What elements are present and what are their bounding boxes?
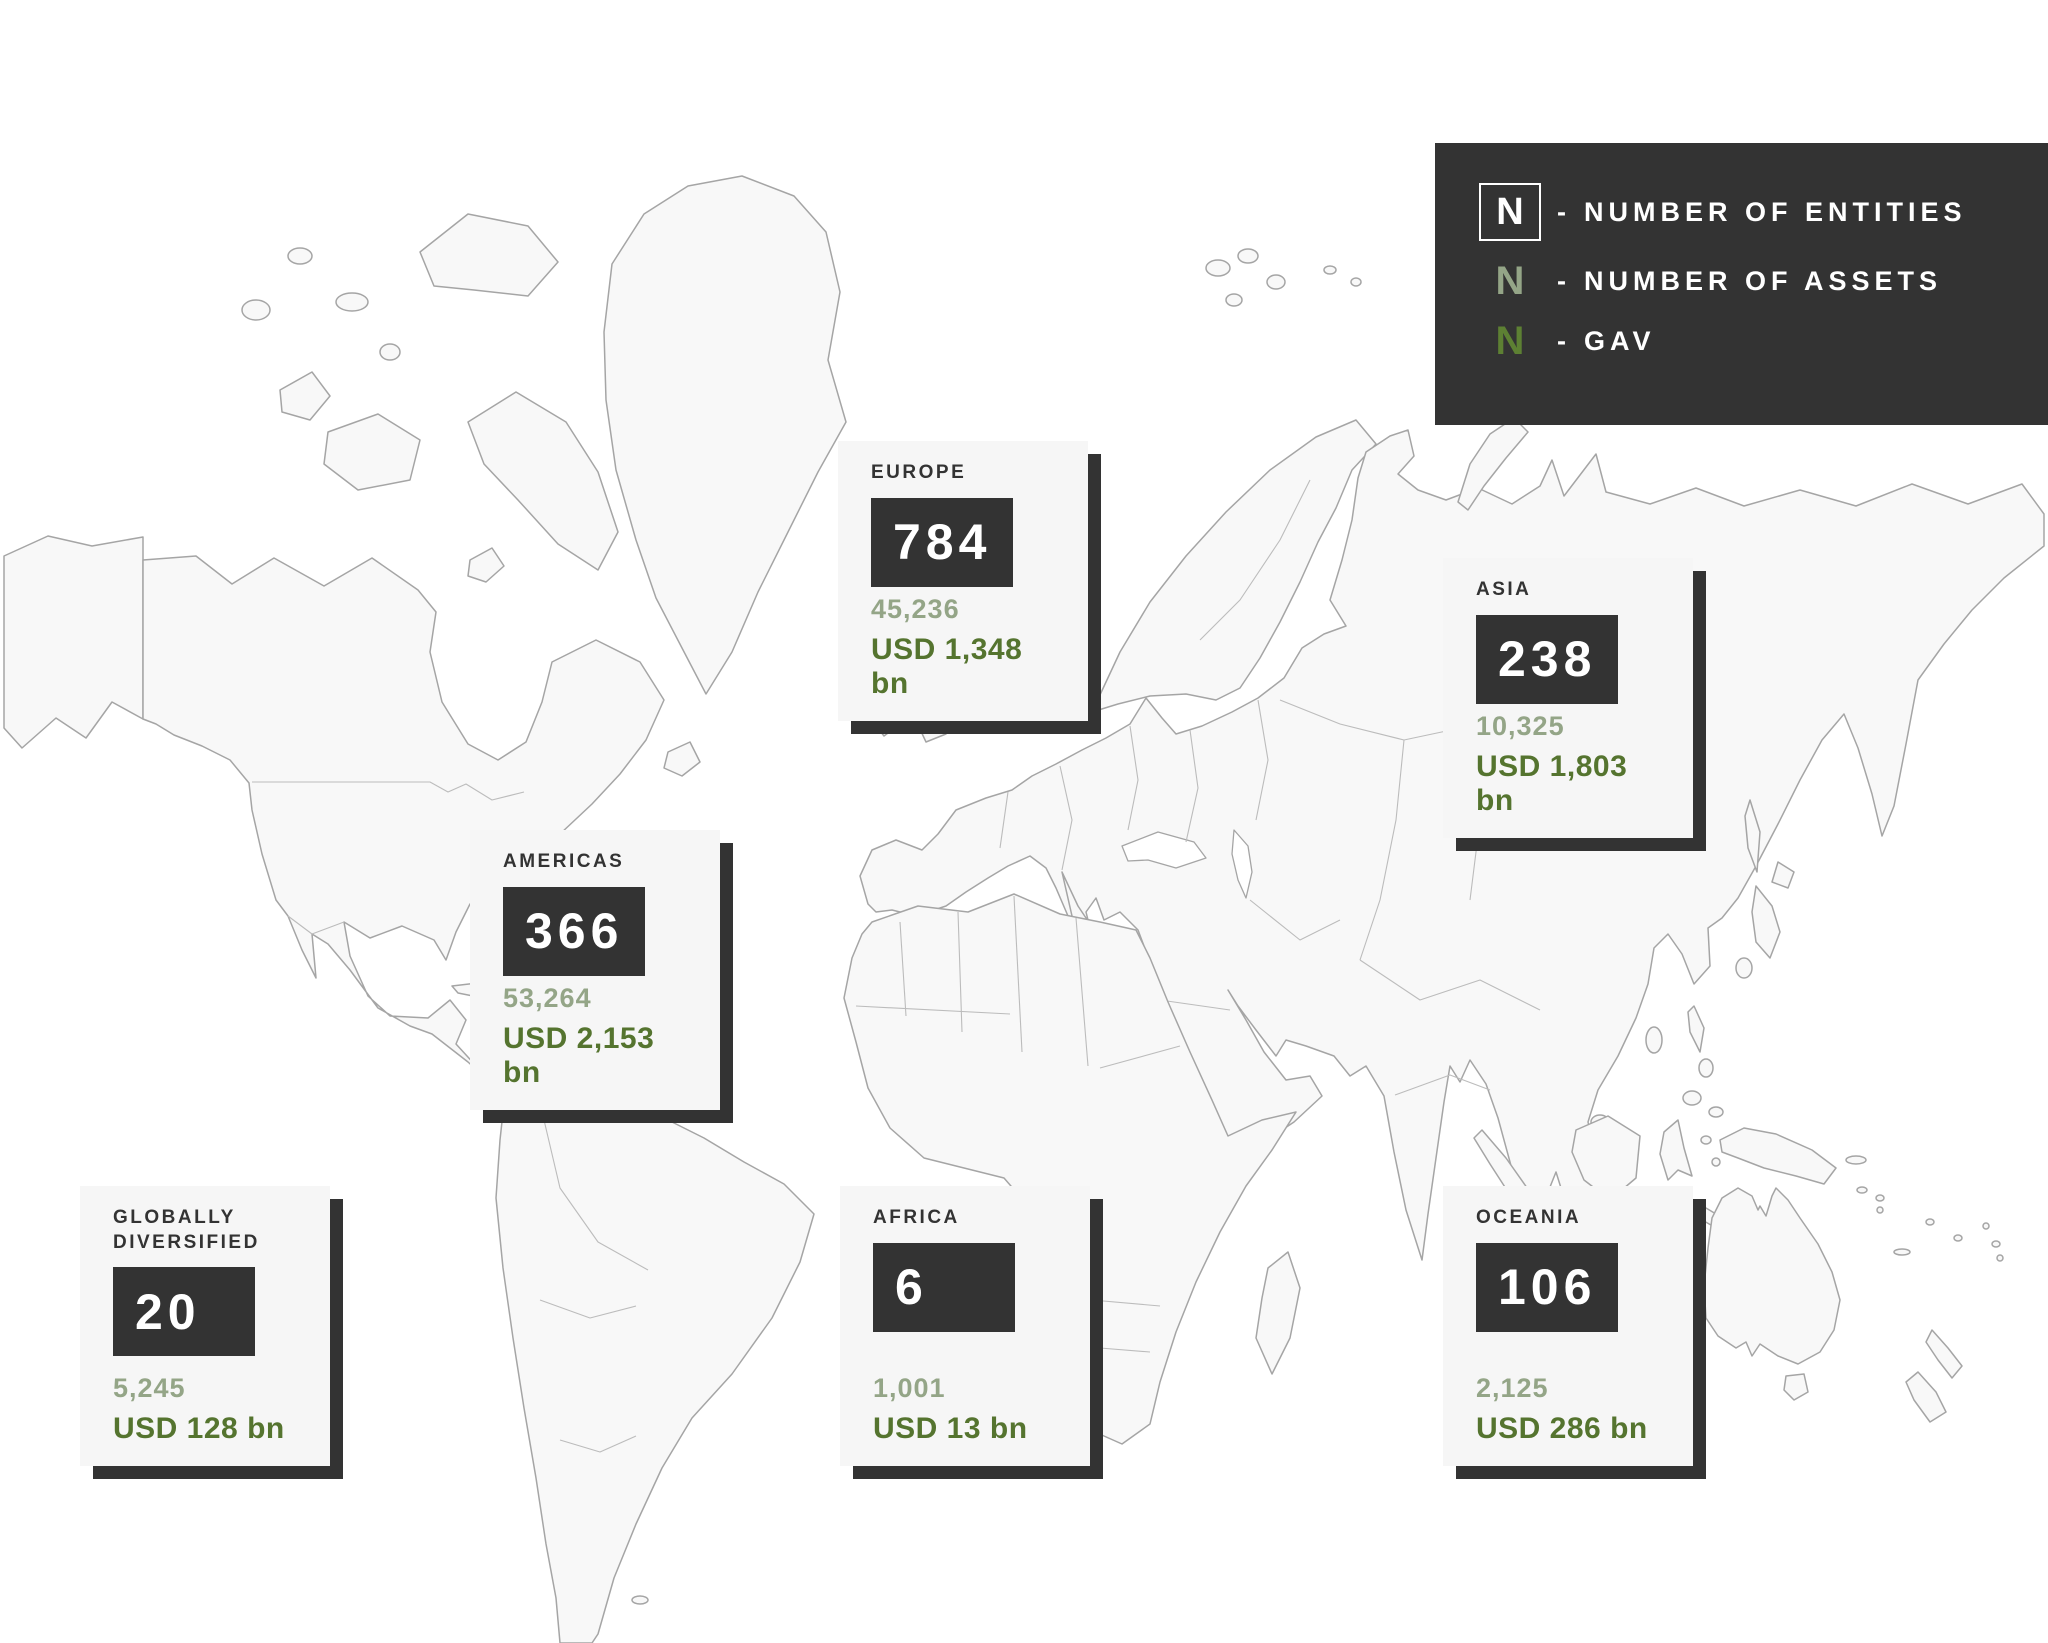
- gav-value: USD 1,348 bn: [871, 633, 1023, 700]
- legend: N - NUMBER OF ENTITIES N - NUMBER OF ASS…: [1435, 143, 2048, 425]
- entities-count-box: 784: [871, 497, 1013, 587]
- card-values: 1,001 USD 13 bn: [873, 1373, 1070, 1446]
- entities-count-box: 6: [873, 1242, 1015, 1332]
- gav-value: USD 286 bn: [1476, 1412, 1648, 1445]
- entities-n: N: [1496, 191, 1524, 233]
- entities-count: 784: [893, 514, 992, 571]
- region-label: EUROPE: [871, 462, 967, 483]
- card-values: 45,236 USD 1,348 bn: [871, 594, 1068, 701]
- gav-label: GAV: [1584, 325, 1656, 356]
- continent-south-america: [495, 1081, 815, 1643]
- gav-value: USD 128 bn: [113, 1412, 285, 1445]
- east-asia-islands: [1590, 799, 1795, 1130]
- card-values: 10,325 USD 1,803 bn: [1476, 711, 1673, 818]
- gav-value: USD 2,153 bn: [503, 1022, 655, 1089]
- region-card-asia: ASIA 238 10,325 USD 1,803 bn: [1443, 558, 1693, 838]
- assets-symbol: N: [1479, 261, 1541, 301]
- region-label: AFRICA: [873, 1207, 960, 1228]
- card-values: 53,264 USD 2,153 bn: [503, 983, 700, 1090]
- assets-count: 45,236: [871, 594, 960, 624]
- legend-dash: -: [1557, 265, 1566, 296]
- entities-count: 6: [895, 1259, 928, 1316]
- assets-count: 1,001: [873, 1373, 946, 1403]
- card-values: 5,245 USD 128 bn: [113, 1373, 310, 1446]
- assets-count: 53,264: [503, 983, 592, 1013]
- entities-count-box: 366: [503, 886, 645, 976]
- continent-oceania: [1703, 1186, 2004, 1423]
- continent-north-america: [3, 213, 701, 1091]
- entities-count: 106: [1498, 1259, 1597, 1316]
- entities-count: 238: [1498, 631, 1597, 688]
- region-label: AMERICAS: [503, 851, 625, 872]
- region-label: OCEANIA: [1476, 1207, 1582, 1228]
- region-card-globally-diversified: GLOBALLY DIVERSIFIED 20 5,245 USD 128 bn: [80, 1186, 330, 1466]
- legend-row-gav: N - GAV: [1479, 321, 2048, 361]
- assets-count: 2,125: [1476, 1373, 1549, 1403]
- assets-label: NUMBER OF ASSETS: [1584, 265, 1943, 296]
- continent-africa: [843, 893, 1301, 1445]
- legend-dash: -: [1557, 196, 1566, 227]
- assets-n: N: [1495, 259, 1525, 303]
- region-card-oceania: OCEANIA 106 2,125 USD 286 bn: [1443, 1186, 1693, 1466]
- entities-label: NUMBER OF ENTITIES: [1584, 196, 1967, 227]
- card-values: 2,125 USD 286 bn: [1476, 1373, 1673, 1446]
- entities-count-box: 238: [1476, 614, 1618, 704]
- entities-symbol: N: [1479, 183, 1541, 241]
- region-label: ASIA: [1476, 579, 1532, 600]
- assets-count: 5,245: [113, 1373, 186, 1403]
- region-card-africa: AFRICA 6 1,001 USD 13 bn: [840, 1186, 1090, 1466]
- entities-count-box: 106: [1476, 1242, 1618, 1332]
- entities-count: 366: [525, 903, 624, 960]
- entities-count: 20: [135, 1283, 201, 1340]
- gav-value: USD 1,803 bn: [1476, 750, 1628, 817]
- entities-count-box: 20: [113, 1267, 255, 1357]
- gav-value: USD 13 bn: [873, 1412, 1028, 1445]
- legend-row-assets: N - NUMBER OF ASSETS: [1479, 261, 2048, 301]
- assets-count: 10,325: [1476, 711, 1565, 741]
- region-card-europe: EUROPE 784 45,236 USD 1,348 bn: [838, 441, 1088, 721]
- boxed-n-icon: N: [1479, 183, 1541, 241]
- gav-n: N: [1495, 319, 1525, 363]
- region-label: GLOBALLY DIVERSIFIED: [113, 1207, 260, 1253]
- legend-row-entities: N - NUMBER OF ENTITIES: [1479, 183, 2048, 241]
- gav-symbol: N: [1479, 321, 1541, 361]
- region-card-americas: AMERICAS 366 53,264 USD 2,153 bn: [470, 830, 720, 1110]
- continent-eurasia: [859, 417, 2045, 1281]
- legend-dash: -: [1557, 325, 1566, 356]
